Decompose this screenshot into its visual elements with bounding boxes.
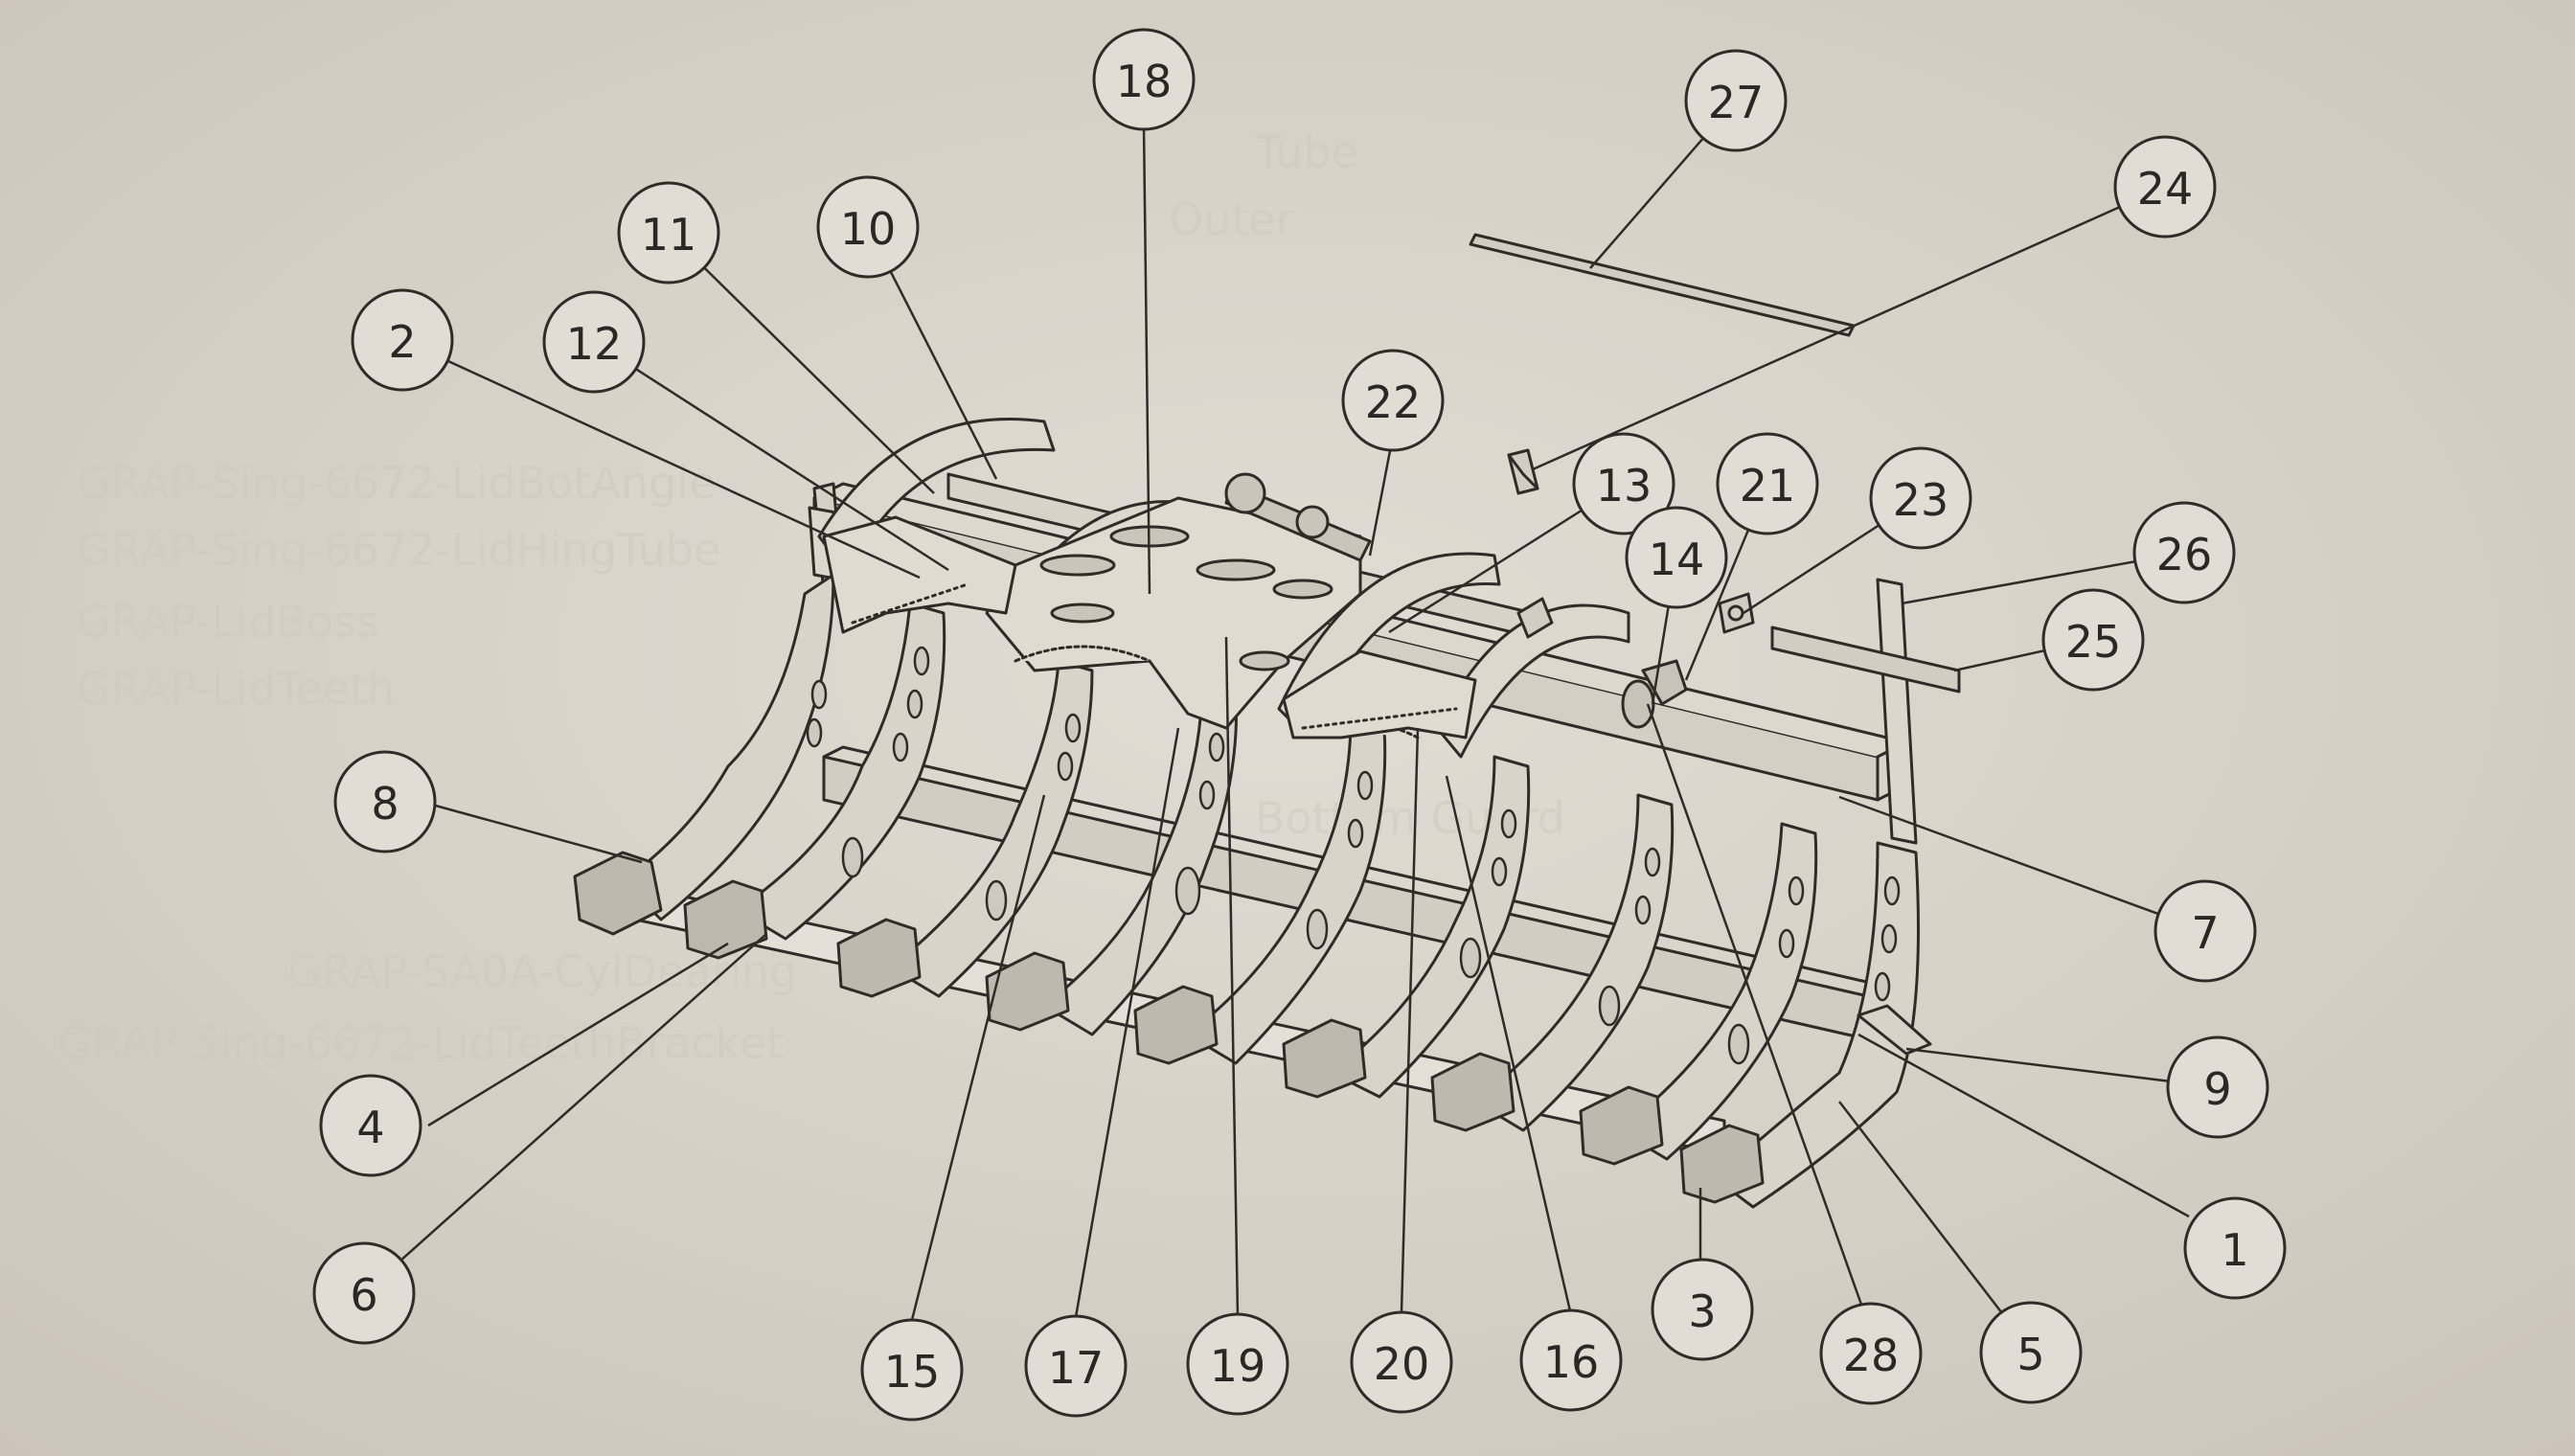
callout-18-label: 18 [1116,56,1173,107]
callout-27: 27 [1684,49,1788,152]
callout-11: 11 [617,181,720,284]
left-lid-plate [822,515,1017,634]
callout-13-label: 13 [1596,460,1652,512]
callout-3-label: 3 [1688,1285,1716,1337]
callout-24-label: 24 [2137,163,2194,215]
callout-19-label: 19 [1210,1340,1266,1392]
loose-bracket-24 [1507,448,1539,495]
tine-teeth [573,851,1765,1204]
bleed-text: GRAP-LidTeeth [77,663,395,715]
callout-20: 20 [1350,1310,1453,1414]
callout-22-label: 22 [1365,376,1422,428]
callout-17-label: 17 [1048,1342,1105,1394]
bleed-text: GRAP-Sing-6672-LidHingTube [77,524,720,576]
right-lid-plate [1282,649,1477,739]
bleed-text: GRAP-Sing-6672-LidTeethBracket [57,1017,784,1069]
bleed-text: Tube [1254,126,1358,178]
callout-23: 23 [1869,446,1972,550]
callout-2-label: 2 [388,316,416,368]
callout-19: 19 [1186,1312,1289,1416]
callouts: 18 27 24 11 10 2 12 22 13 21 23 14 26 25… [312,28,2287,1422]
callout-25: 25 [2041,588,2145,692]
callout-20-label: 20 [1374,1338,1430,1390]
end-plate [1857,1004,1932,1056]
callout-23-label: 23 [1893,474,1949,526]
callout-5: 5 [1979,1301,2083,1404]
callout-6-label: 6 [350,1269,377,1321]
bleed-text: Outer [1169,193,1294,245]
callout-9-label: 9 [2203,1063,2231,1115]
loose-plate-25 [1770,626,1961,694]
callout-1: 1 [2183,1196,2287,1300]
right-side-plate [1876,578,1918,845]
callout-2: 2 [351,288,454,392]
callout-4: 4 [319,1074,422,1177]
callout-17: 17 [1024,1314,1128,1418]
bleed-through-text: GRAP-Sing-6672-LidBotAngle GRAP-Sing-667… [57,126,1565,1069]
callout-10: 10 [816,175,920,279]
callout-8: 8 [333,750,437,853]
callout-28: 28 [1819,1302,1923,1405]
callout-21: 21 [1716,432,1819,535]
grapple-assembly-drawing [573,233,1961,1209]
callout-18: 18 [1092,28,1196,131]
callout-15: 15 [860,1318,964,1422]
callout-6: 6 [312,1241,416,1345]
callout-1-label: 1 [2221,1224,2248,1276]
callout-10-label: 10 [840,203,897,255]
tine-holes [806,646,1901,1065]
callout-26-label: 26 [2156,529,2213,580]
callout-26: 26 [2132,501,2236,604]
callout-14-label: 14 [1649,534,1705,585]
callout-14: 14 [1625,506,1728,609]
bleed-text: GRAP-Sing-6672-LidBotAngle [77,457,716,509]
callout-15-label: 15 [884,1346,941,1398]
callout-8-label: 8 [371,778,399,830]
callout-3: 3 [1651,1258,1754,1361]
callout-13: 13 [1572,432,1675,535]
loose-nut-23 [1718,592,1755,634]
callout-28-label: 28 [1843,1330,1900,1381]
callout-7: 7 [2153,879,2257,983]
callout-16: 16 [1519,1308,1623,1412]
callout-5-label: 5 [2017,1329,2044,1380]
callout-21-label: 21 [1740,460,1796,512]
callout-24: 24 [2113,135,2217,239]
callout-9: 9 [2166,1035,2269,1139]
callout-4-label: 4 [356,1102,384,1153]
loose-bar-27 [1469,233,1856,337]
callout-27-label: 27 [1708,77,1765,128]
hydraulic-cylinder [1224,472,1372,562]
callout-11-label: 11 [641,209,697,261]
callout-12-label: 12 [566,318,623,370]
callout-12: 12 [542,290,646,394]
loose-block-13 [1516,597,1554,639]
callout-7-label: 7 [2191,907,2219,959]
callout-22: 22 [1341,349,1445,452]
callout-25-label: 25 [2065,616,2122,668]
bleed-text: GRAP-LidBoss [77,596,379,648]
leader-lines [363,100,2219,1352]
callout-16-label: 16 [1543,1336,1600,1388]
